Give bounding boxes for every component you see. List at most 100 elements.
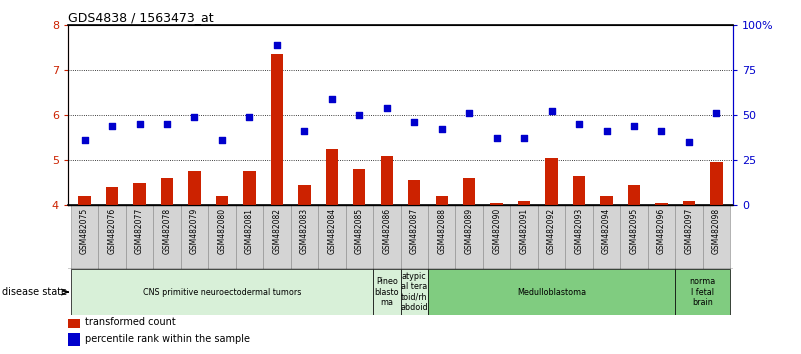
Point	[408, 119, 421, 125]
Bar	[593, 205, 620, 269]
Point	[271, 42, 284, 48]
Text: GDS4838 / 1563473_at: GDS4838 / 1563473_at	[68, 11, 214, 24]
Text: Pineo
blasto
ma: Pineo blasto ma	[374, 277, 399, 307]
Point	[628, 124, 641, 129]
Bar	[400, 269, 428, 315]
Text: GSM482084: GSM482084	[328, 208, 336, 254]
Text: Medulloblastoma: Medulloblastoma	[517, 287, 586, 297]
Text: GSM482092: GSM482092	[547, 208, 556, 254]
Bar	[373, 205, 400, 269]
Bar	[161, 178, 173, 205]
Bar	[628, 185, 640, 205]
Bar	[318, 205, 345, 269]
Text: GSM482080: GSM482080	[217, 208, 227, 254]
Bar	[518, 201, 530, 205]
Bar	[400, 205, 428, 269]
Text: GSM482078: GSM482078	[163, 208, 171, 254]
Text: GSM482096: GSM482096	[657, 208, 666, 254]
Bar	[126, 205, 153, 269]
Bar	[68, 315, 80, 328]
Bar	[545, 158, 557, 205]
Bar	[483, 205, 510, 269]
Text: GSM482086: GSM482086	[382, 208, 391, 254]
Point	[435, 126, 448, 131]
Bar	[675, 205, 702, 269]
Bar	[510, 205, 537, 269]
Bar	[408, 181, 421, 205]
Bar	[373, 269, 400, 315]
Point	[298, 128, 311, 134]
Text: GSM482091: GSM482091	[520, 208, 529, 254]
Point	[682, 139, 695, 145]
Bar	[208, 205, 235, 269]
Bar	[428, 205, 456, 269]
Text: GSM482083: GSM482083	[300, 208, 309, 254]
Bar	[537, 205, 566, 269]
Bar	[99, 205, 126, 269]
Bar	[78, 196, 91, 205]
Text: percentile rank within the sample: percentile rank within the sample	[85, 334, 250, 344]
Bar	[675, 269, 731, 315]
Text: GSM482088: GSM482088	[437, 208, 446, 254]
Bar	[106, 187, 119, 205]
Bar	[181, 205, 208, 269]
Text: GSM482097: GSM482097	[685, 208, 694, 254]
Bar	[68, 333, 80, 346]
Text: GSM482081: GSM482081	[245, 208, 254, 254]
Text: GSM482087: GSM482087	[410, 208, 419, 254]
Bar	[133, 183, 146, 205]
Bar	[153, 205, 181, 269]
Text: GSM482098: GSM482098	[712, 208, 721, 254]
Bar	[601, 196, 613, 205]
Point	[655, 128, 668, 134]
Text: GSM482089: GSM482089	[465, 208, 473, 254]
Text: GSM482077: GSM482077	[135, 208, 144, 254]
Bar	[682, 201, 695, 205]
Bar	[573, 176, 586, 205]
Point	[188, 114, 201, 120]
Point	[106, 124, 119, 129]
Text: GSM482095: GSM482095	[630, 208, 638, 254]
Text: CNS primitive neuroectodermal tumors: CNS primitive neuroectodermal tumors	[143, 287, 301, 297]
Bar	[380, 156, 393, 205]
Text: GSM482093: GSM482093	[574, 208, 584, 254]
Point	[353, 112, 366, 118]
Bar	[264, 205, 291, 269]
Point	[463, 110, 476, 116]
Text: GSM482075: GSM482075	[80, 208, 89, 254]
Bar	[271, 54, 283, 205]
Point	[573, 121, 586, 127]
Bar	[428, 269, 675, 315]
Bar	[345, 205, 373, 269]
Bar	[298, 185, 311, 205]
Text: GSM482082: GSM482082	[272, 208, 281, 254]
Point	[78, 137, 91, 143]
Text: GSM482094: GSM482094	[602, 208, 611, 254]
Bar	[326, 149, 338, 205]
Bar	[463, 178, 475, 205]
Bar	[566, 205, 593, 269]
Point	[600, 128, 613, 134]
Text: GSM482085: GSM482085	[355, 208, 364, 254]
Point	[545, 108, 558, 113]
Point	[380, 105, 393, 111]
Point	[243, 114, 256, 120]
Bar	[188, 171, 200, 205]
Point	[160, 121, 173, 127]
Bar	[456, 205, 483, 269]
Bar	[436, 196, 448, 205]
Bar	[710, 162, 723, 205]
Point	[490, 135, 503, 141]
Text: GSM482076: GSM482076	[107, 208, 116, 254]
Bar	[490, 203, 503, 205]
Bar	[655, 203, 668, 205]
Bar	[244, 171, 256, 205]
Point	[325, 96, 338, 102]
Point	[215, 137, 228, 143]
Bar	[620, 205, 648, 269]
Bar	[648, 205, 675, 269]
Point	[133, 121, 146, 127]
Point	[710, 110, 723, 116]
Point	[517, 135, 530, 141]
Bar	[291, 205, 318, 269]
